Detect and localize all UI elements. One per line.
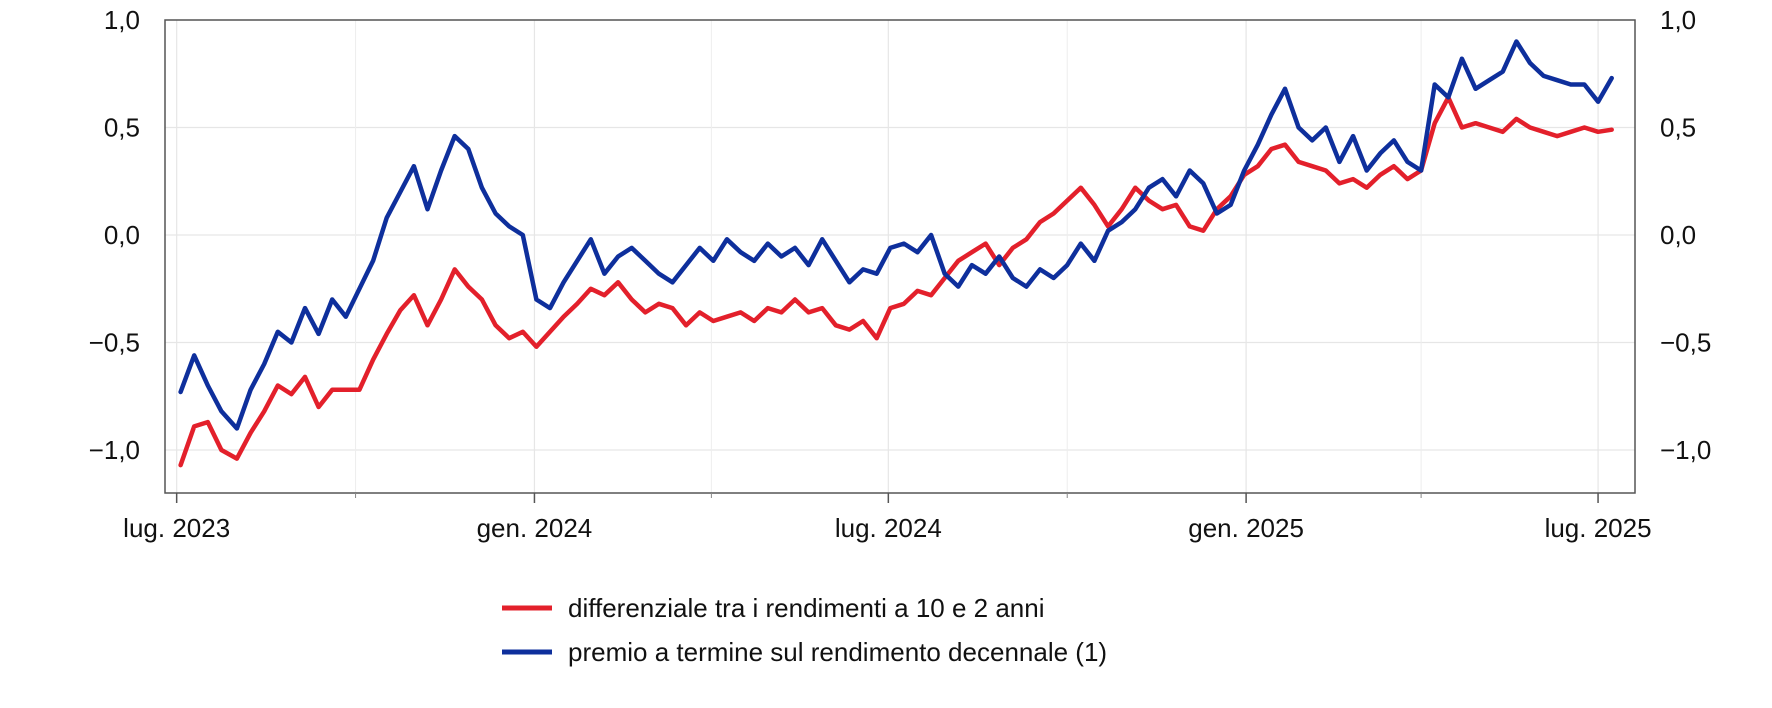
x-tick-label: lug. 2025	[1545, 513, 1652, 543]
x-tick-label: lug. 2023	[123, 513, 230, 543]
gridlines	[165, 19, 1635, 493]
legend-label: differenziale tra i rendimenti a 10 e 2 …	[568, 593, 1044, 623]
y-tick-label-left: 0,0	[104, 220, 140, 250]
y-tick-label-right: −1,0	[1660, 435, 1711, 465]
series-line-spread-10y-2y	[178, 95, 1614, 468]
y-tick-label-right: 0,5	[1660, 113, 1696, 143]
legend-label: premio a termine sul rendimento decennal…	[568, 637, 1107, 667]
plot-frame	[164, 19, 1636, 494]
y-tick-label-left: −0,5	[89, 328, 140, 358]
series-line-term-premium-10y	[178, 39, 1614, 431]
x-tick-label: lug. 2024	[835, 513, 942, 543]
x-tick-label: gen. 2025	[1188, 513, 1304, 543]
x-tick-label: gen. 2024	[477, 513, 593, 543]
axis-layer: 1,0 1,0 0,5 0,5 0,0 0,0 −0,5 −0,5 −1,0 −1,0 lug. 2…	[89, 5, 1712, 543]
y-tick-label-left: −1,0	[89, 435, 140, 465]
y-tick-label-left: 1,0	[104, 5, 140, 35]
y-tick-label-left: 0,5	[104, 113, 140, 143]
y-tick-label-right: 0,0	[1660, 220, 1696, 250]
y-tick-label-right: −0,5	[1660, 328, 1711, 358]
y-tick-label-right: 1,0	[1660, 5, 1696, 35]
series-layer	[178, 39, 1614, 468]
legend: differenziale tra i rendimenti a 10 e 2 …	[502, 593, 1107, 667]
